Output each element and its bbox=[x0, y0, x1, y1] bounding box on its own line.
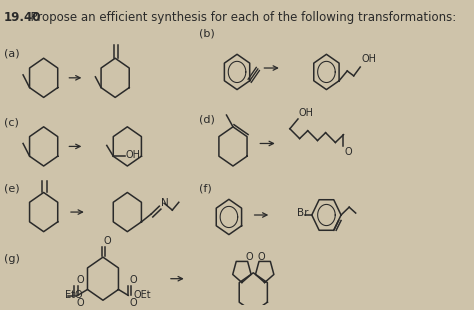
Text: O: O bbox=[76, 298, 84, 308]
Text: 19.40: 19.40 bbox=[4, 11, 41, 24]
Text: O: O bbox=[104, 237, 111, 246]
Text: OH: OH bbox=[126, 150, 140, 160]
Text: Propose an efficient synthesis for each of the following transformations:: Propose an efficient synthesis for each … bbox=[23, 11, 456, 24]
Text: O: O bbox=[129, 275, 137, 285]
Text: O: O bbox=[76, 275, 84, 285]
Text: EtO: EtO bbox=[65, 290, 82, 300]
Text: O: O bbox=[344, 147, 352, 157]
Text: OH: OH bbox=[299, 108, 314, 118]
Text: OEt: OEt bbox=[133, 290, 151, 300]
Text: (e): (e) bbox=[4, 184, 19, 194]
Text: (g): (g) bbox=[4, 254, 20, 264]
Text: (a): (a) bbox=[4, 48, 19, 58]
Text: (c): (c) bbox=[4, 117, 18, 127]
Text: N: N bbox=[161, 198, 169, 208]
Text: Br: Br bbox=[297, 208, 309, 218]
Text: O: O bbox=[245, 252, 253, 262]
Text: O: O bbox=[257, 252, 265, 262]
Text: (d): (d) bbox=[199, 114, 215, 124]
Text: O: O bbox=[129, 298, 137, 308]
Text: (f): (f) bbox=[199, 184, 211, 194]
Text: (b): (b) bbox=[199, 29, 215, 39]
Text: OH: OH bbox=[361, 54, 376, 64]
